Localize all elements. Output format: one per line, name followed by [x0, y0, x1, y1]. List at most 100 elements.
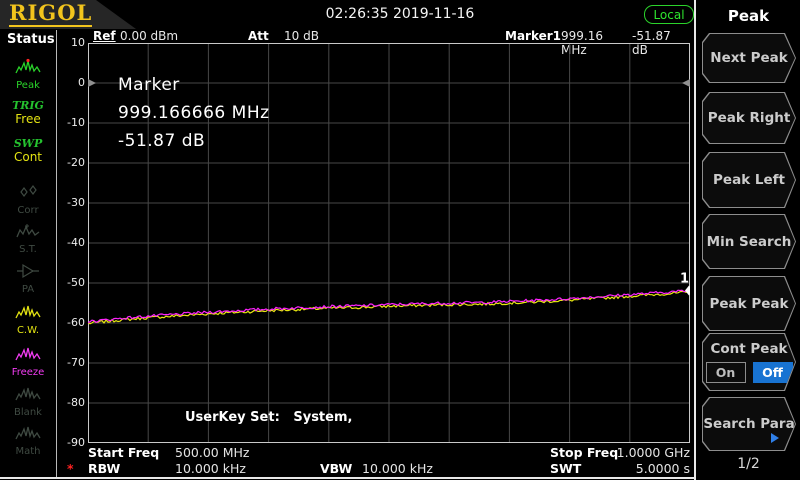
y-axis-tick: -50 [67, 276, 85, 289]
vbw-label: VBW [320, 461, 353, 476]
waveform-icon [15, 347, 41, 361]
marker-readout-label: Marker1 [505, 29, 562, 43]
ref-label: Ref [93, 29, 116, 43]
menu-title: Peak [727, 7, 770, 25]
freeze-label: Freeze [11, 367, 45, 378]
search-para-button[interactable]: Search Para [702, 397, 796, 451]
corr-icon [20, 185, 37, 197]
local-mode-badge: Local [644, 5, 694, 24]
status-item-st: S.T. [0, 222, 56, 255]
marker-readout-freq: 999.16 MHz [561, 29, 604, 57]
top-bar: RIGOL 02:26:35 2019-11-16 Local [0, 0, 800, 30]
menu-button-min-search[interactable]: Min Search [702, 214, 796, 269]
y-axis-tick: -90 [67, 436, 85, 449]
start-freq-value: 500.00 MHz [175, 445, 250, 460]
swt-label: SWT [550, 461, 582, 476]
cont-peak-label: Cont Peak [710, 341, 788, 357]
y-axis-tick: -30 [67, 196, 85, 209]
vbw-value: 10.000 kHz [362, 461, 433, 476]
trig-state: Free [15, 112, 41, 126]
menu-separator [694, 0, 696, 480]
menu-page-indicator: 1/2 [737, 456, 760, 472]
brand-logo: RIGOL [0, 0, 136, 29]
marker-info-amp: -51.87 dB [118, 131, 206, 151]
userkey-message: UserKey Set: System, [185, 410, 353, 425]
marker-info-freq: 999.166666 MHz [118, 103, 270, 123]
pa-label: PA [21, 284, 35, 295]
y-axis-tick: -70 [67, 356, 85, 369]
stop-freq-label: Stop Freq [550, 445, 619, 460]
menu-button-peak-peak[interactable]: Peak Peak [702, 276, 796, 331]
rbw-label: RBW [88, 461, 121, 476]
att-value: 10 dB [284, 29, 319, 43]
status-title: Status [7, 32, 55, 47]
marker-readout-amp: -51.87 dB [632, 29, 671, 57]
swt-value: 5.0000 s [635, 461, 690, 476]
sidebar-separator [56, 30, 57, 477]
softkey-menu: Peak Next Peak Peak Right Peak Left Min Sea… [697, 0, 800, 480]
menu-button-peak-right[interactable]: Peak Right [702, 92, 796, 144]
cont-peak-button[interactable]: Cont Peak On Off [702, 333, 796, 391]
preamp-icon [17, 263, 39, 279]
status-item-math: Math [0, 424, 56, 457]
peak-label: Peak [16, 80, 40, 91]
submenu-arrow-icon [771, 433, 779, 443]
corr-label: Corr [17, 205, 39, 216]
datetime-display: 02:26:35 2019-11-16 [325, 6, 475, 22]
menu-button-next-peak[interactable]: Next Peak [702, 33, 796, 83]
ref-value: 0.00 dBm [120, 29, 179, 43]
y-axis-tick: -80 [67, 396, 85, 409]
cont-peak-off-toggle[interactable]: Off [753, 362, 793, 383]
marker-info-panel: Marker 999.166666 MHz -51.87 dB [118, 71, 270, 155]
status-item-freeze: Freeze [0, 345, 56, 378]
menu-button-label: Min Search [706, 233, 792, 250]
brand-logo-text: RIGOL [9, 0, 93, 27]
menu-button-label: Next Peak [710, 50, 788, 66]
cw-label: C.W. [16, 325, 40, 336]
marker-readout: Marker1 999.16 MHz -51.87 dB [505, 29, 690, 57]
y-axis-tick: 10 [71, 36, 85, 49]
st-label: S.T. [19, 244, 37, 255]
status-sidebar: Status Peak TRIG Free SWP Cont Corr S.T. PA C.W.… [0, 30, 56, 480]
status-item-cw: C.W. [0, 303, 56, 336]
status-item-blank: Blank [0, 385, 56, 418]
menu-button-label: Peak Right [707, 110, 791, 126]
sig-track-icon [16, 224, 40, 238]
rbw-value: 10.000 kHz [175, 461, 246, 476]
y-axis-tick: -10 [67, 116, 85, 129]
trace-plot: 1 [87, 43, 693, 443]
bottom-separator [0, 477, 694, 479]
status-item-corr: Corr [0, 183, 56, 216]
menu-button-peak-left[interactable]: Peak Left [702, 152, 796, 208]
menu-button-label: Peak Peak [709, 295, 789, 312]
y-axis-tick: -40 [67, 236, 85, 249]
svg-text:1: 1 [680, 271, 689, 286]
trig-title: TRIG [12, 99, 44, 112]
waveform-icon [15, 58, 41, 74]
math-label: Math [15, 446, 41, 457]
status-item-trig: TRIG Free [0, 99, 56, 127]
waveform-icon [15, 305, 41, 319]
marker-info-title: Marker [118, 75, 180, 95]
cont-peak-on-toggle[interactable]: On [706, 362, 746, 383]
ref-row: Ref 0.00 dBm Att 10 dB Marker1 999.16 MH… [0, 29, 694, 57]
blank-label: Blank [14, 407, 42, 418]
y-axis-tick: 0 [78, 76, 85, 89]
waveform-icon [15, 426, 41, 440]
status-item-swp: SWP Cont [0, 137, 56, 165]
status-item-peak: Peak [0, 58, 56, 91]
y-axis-tick: -20 [67, 156, 85, 169]
trace-display: 1 Marker 999.166666 MHz -51.87 dB UserKe… [87, 43, 693, 443]
search-para-label: Search Para [703, 416, 795, 432]
menu-button-label: Peak Left [713, 172, 785, 188]
start-freq-label: Start Freq [88, 445, 160, 460]
swp-state: Cont [13, 150, 43, 164]
y-axis-tick: -60 [67, 316, 85, 329]
waveform-icon [15, 387, 41, 401]
att-label: Att [248, 29, 269, 43]
status-item-pa: PA [0, 262, 56, 295]
rbw-coupled-flag: * [67, 461, 74, 476]
stop-freq-value: 1.0000 GHz [616, 445, 690, 460]
swp-title: SWP [13, 137, 43, 150]
